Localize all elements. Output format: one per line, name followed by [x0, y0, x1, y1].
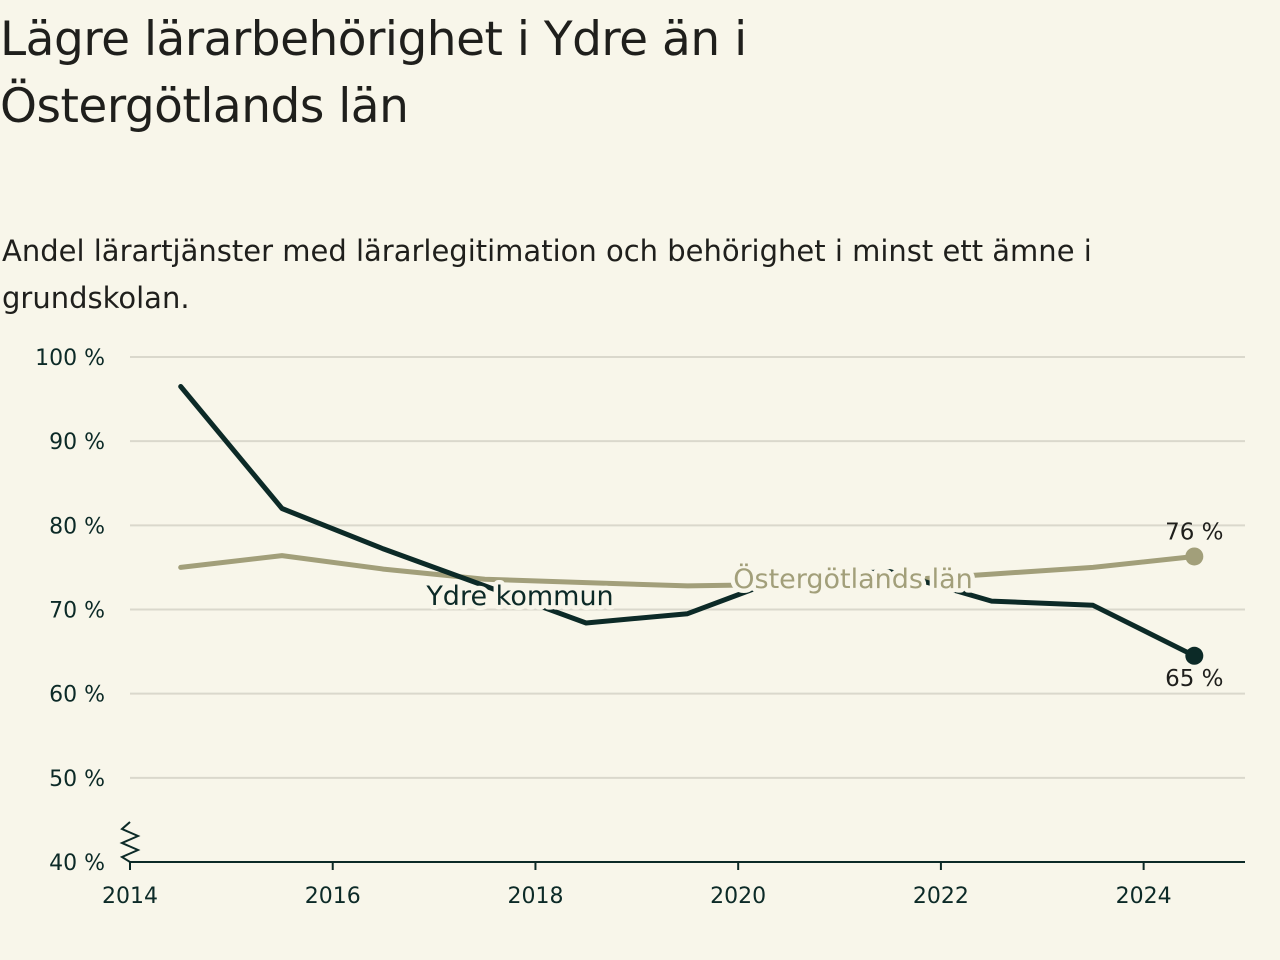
series-line-ostergotlands-lan	[178, 553, 1197, 589]
series-label-lan: Östergötlands län	[733, 563, 973, 595]
y-tick-label: 90 %	[49, 430, 105, 455]
x-axis	[119, 821, 1245, 863]
x-tick-label: 2018	[507, 884, 563, 909]
y-tick-label: 80 %	[49, 514, 105, 539]
series	[178, 384, 1204, 665]
end-point-ostergotlands-lan	[1185, 547, 1204, 566]
axis-break	[119, 821, 141, 863]
series-label-ydre: Ydre kommun	[425, 581, 613, 612]
end-point-ydre-kommun	[1185, 646, 1204, 665]
x-tick-label: 2024	[1116, 884, 1172, 909]
y-tick-label: 40 %	[49, 851, 105, 876]
y-tick-label: 60 %	[49, 683, 105, 708]
x-tick-label: 2014	[102, 884, 158, 909]
y-tick-label: 50 %	[49, 767, 105, 792]
y-axis-ticks: 40 % 50 % 60 % 70 % 80 % 90 % 100 %	[35, 346, 105, 876]
chart-subtitle: Andel lärartjänster med lärarlegitimatio…	[2, 234, 1092, 315]
x-tick-label: 2016	[305, 884, 361, 909]
series-labels: 76 % 65 % Ydre kommun Östergötlands län	[421, 519, 1224, 692]
x-tick-label: 2020	[710, 884, 766, 909]
end-label-lan: 76 %	[1165, 519, 1223, 545]
chart-title: Lägre lärarbehörighet i Ydre än i Österg…	[0, 12, 747, 134]
x-tick-label: 2022	[913, 884, 969, 909]
gridlines	[130, 356, 1245, 779]
y-tick-label: 70 %	[49, 599, 105, 624]
x-axis-ticks: 2014 2016 2018 2020 2022 2024	[102, 862, 1172, 909]
series-line-ydre-kommun	[178, 384, 1197, 659]
end-label-ydre: 65 %	[1165, 666, 1223, 692]
y-tick-label: 100 %	[35, 346, 105, 371]
